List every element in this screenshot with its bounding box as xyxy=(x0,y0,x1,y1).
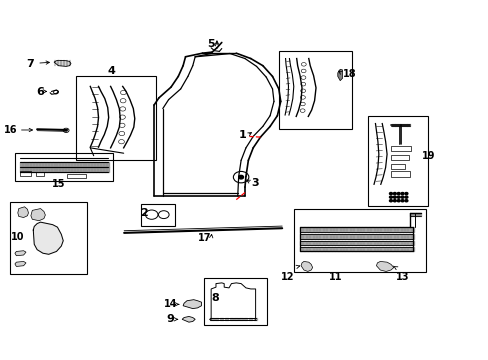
Text: 12: 12 xyxy=(280,272,294,282)
Circle shape xyxy=(404,193,407,195)
Text: 9: 9 xyxy=(166,314,174,324)
Bar xyxy=(203,278,266,325)
Bar xyxy=(15,153,112,181)
Bar xyxy=(294,208,425,272)
Circle shape xyxy=(392,196,395,198)
Bar xyxy=(390,171,409,177)
Polygon shape xyxy=(15,261,26,266)
Text: 13: 13 xyxy=(395,272,408,282)
Polygon shape xyxy=(54,60,71,66)
Bar xyxy=(36,172,44,176)
Polygon shape xyxy=(18,207,28,217)
Circle shape xyxy=(400,193,403,195)
Text: 19: 19 xyxy=(422,151,435,161)
Text: 5: 5 xyxy=(206,39,214,49)
Polygon shape xyxy=(376,261,393,271)
Polygon shape xyxy=(183,300,201,309)
Text: 6: 6 xyxy=(36,87,44,97)
Bar xyxy=(390,146,410,152)
Polygon shape xyxy=(301,261,312,271)
Bar xyxy=(278,51,351,129)
Polygon shape xyxy=(182,316,195,322)
Text: 10: 10 xyxy=(11,232,24,242)
Bar xyxy=(76,76,155,160)
Bar xyxy=(390,155,408,160)
Circle shape xyxy=(389,193,391,195)
Circle shape xyxy=(404,196,407,198)
Polygon shape xyxy=(31,208,45,221)
Circle shape xyxy=(238,175,243,179)
Polygon shape xyxy=(337,69,342,81)
Text: 14: 14 xyxy=(163,299,177,309)
Text: 2: 2 xyxy=(140,208,147,218)
Circle shape xyxy=(396,193,399,195)
Circle shape xyxy=(396,200,399,202)
Text: 4: 4 xyxy=(107,66,115,76)
Text: 7: 7 xyxy=(26,59,34,68)
Circle shape xyxy=(392,193,395,195)
Circle shape xyxy=(400,200,403,202)
Circle shape xyxy=(404,200,407,202)
Text: 8: 8 xyxy=(211,293,219,303)
Text: 15: 15 xyxy=(52,179,65,189)
Text: 18: 18 xyxy=(342,68,355,78)
Text: 16: 16 xyxy=(4,125,18,135)
Bar xyxy=(67,174,86,178)
Bar xyxy=(141,203,175,226)
Bar xyxy=(367,116,427,206)
Polygon shape xyxy=(15,251,26,256)
Bar xyxy=(20,171,31,176)
Circle shape xyxy=(396,196,399,198)
Text: 11: 11 xyxy=(328,272,342,282)
Circle shape xyxy=(392,200,395,202)
Circle shape xyxy=(400,196,403,198)
Circle shape xyxy=(389,196,391,198)
Bar xyxy=(390,163,405,168)
Text: 17: 17 xyxy=(197,233,211,243)
Text: 3: 3 xyxy=(251,178,259,188)
Polygon shape xyxy=(33,222,63,254)
Text: 1: 1 xyxy=(239,130,246,140)
Bar xyxy=(10,202,87,274)
Circle shape xyxy=(389,200,391,202)
